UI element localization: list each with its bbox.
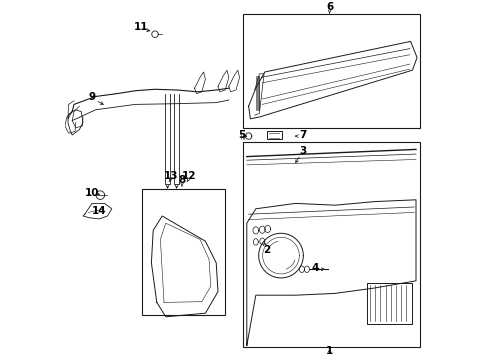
Text: 5: 5: [238, 130, 245, 140]
Bar: [368, 283, 413, 324]
Text: 3: 3: [299, 146, 306, 156]
Bar: [143, 189, 225, 315]
Text: 11: 11: [133, 22, 148, 32]
Text: 10: 10: [85, 188, 99, 198]
Bar: [267, 131, 282, 139]
Text: 14: 14: [92, 206, 106, 216]
Text: 13: 13: [164, 171, 178, 181]
Text: 7: 7: [299, 130, 306, 140]
Bar: [243, 14, 419, 128]
Text: 2: 2: [263, 245, 270, 255]
Bar: [243, 142, 419, 347]
Text: 8: 8: [178, 175, 186, 185]
Text: 9: 9: [88, 92, 96, 102]
Text: 6: 6: [326, 2, 333, 12]
Text: 4: 4: [312, 263, 319, 273]
Text: 12: 12: [182, 171, 196, 181]
Text: 1: 1: [326, 346, 333, 356]
